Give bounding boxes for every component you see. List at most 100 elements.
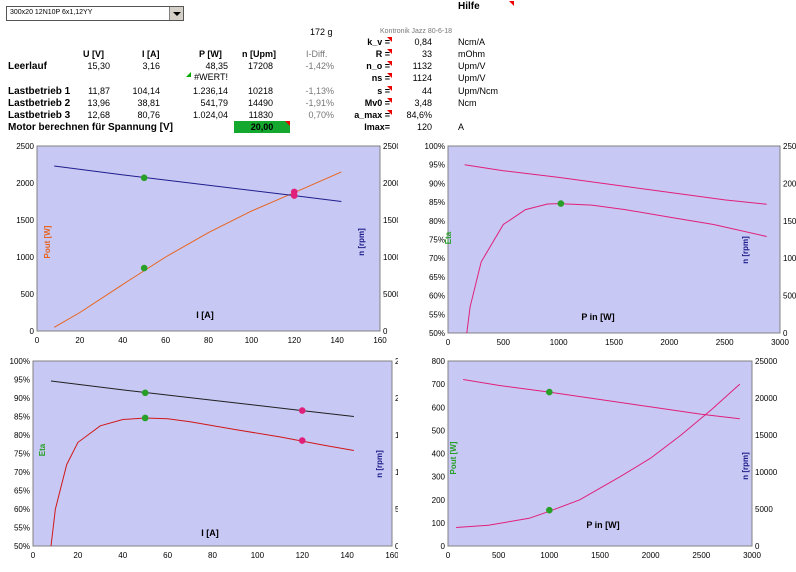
data-point [140,264,148,272]
comment-marker-icon [387,110,392,115]
y2-tick-label: 10000 [755,468,778,477]
row-i: 104,14 [132,86,160,96]
y-tick-label: 55% [14,524,30,533]
motor-select-dropdown[interactable]: 300x20 12N10P 6x1,12YY [6,6,184,21]
comment-marker-icon [387,37,392,42]
x-tick-label: 60 [163,551,172,560]
y2-tick-label: 0 [383,327,388,336]
data-point [298,437,306,444]
y2-tick-label: 25000 [395,357,398,366]
param-name: n_o = [366,61,390,71]
x-axis-label: I [A] [201,528,219,538]
header-n: n [Upm] [242,49,276,59]
row-n: 11830 [248,110,273,120]
y-tick-label: 700 [432,380,446,389]
chevron-down-icon[interactable] [169,7,183,20]
mass-value: 172 g [310,27,333,37]
y2-tick-label: 5000 [755,505,773,514]
chart-pin-pout-rpm: 0100200300400500600700800050001000015000… [432,357,778,560]
y-tick-label: 600 [432,403,446,412]
row-n: 14490 [247,98,273,108]
y-axis-label: Pout [W] [43,225,52,258]
param-value: 3,48 [414,98,432,108]
plot-area [32,360,393,547]
y-tick-label: 80% [14,431,30,440]
row-n: 10218 [247,86,273,96]
series-line-pout [53,171,342,328]
x-tick-label: 120 [296,551,310,560]
y-tick-label: 70% [14,468,30,477]
x-tick-label: 140 [330,336,344,345]
y-tick-label: 100 [432,519,446,528]
param-value: 44 [421,86,432,96]
row-u: 13,96 [87,98,110,108]
y-tick-label: 100% [10,357,30,366]
row-n: 17208 [247,61,273,71]
y2-tick-label: 15000 [783,217,796,226]
y2-tick-label: 0 [395,542,398,551]
x-tick-label: 2500 [716,338,734,347]
y2-tick-label: 0 [755,542,760,551]
y-tick-label: 2000 [16,179,34,188]
header-idiff: I-Diff. [306,49,328,59]
y-tick-label: 500 [21,290,35,299]
y-tick-label: 95% [14,376,30,385]
comment-marker-icon [387,61,392,66]
y2-tick-label: 20000 [783,179,796,188]
x-axis-label: P in [W] [581,312,614,322]
data-point [140,174,148,182]
param-value: 1124 [412,73,432,83]
y2-axis-label: n [rpm] [741,452,750,480]
x-tick-label: 160 [373,336,387,345]
row-p: 1.236,14 [192,86,228,96]
y2-tick-label: 0 [783,329,788,338]
series-line-n [54,165,342,202]
x-tick-label: 1000 [540,551,558,560]
voltage-input[interactable]: 20,00 [234,121,290,133]
comment-marker-icon [285,121,290,126]
param-unit: mOhm [458,49,485,59]
row-diff: 0,70% [308,110,334,120]
x-tick-label: 140 [340,551,354,560]
series-line-pout [456,383,741,528]
row-label: Leerlauf [8,61,47,72]
y-tick-label: 300 [432,473,446,482]
series-line-n [50,380,354,417]
y2-axis-label: n [rpm] [375,450,384,478]
x-tick-label: 500 [492,551,506,560]
x-tick-label: 2000 [642,551,660,560]
motor-voltage-label: Motor berechnen für Spannung [V] [8,122,173,133]
param-name: k_v = [367,37,390,47]
comment-marker-icon [387,86,392,91]
y2-tick-label: 15000 [383,216,398,225]
x-tick-label: 120 [288,336,302,345]
x-tick-label: 100 [251,551,265,560]
x-axis-label: P in [W] [586,520,619,530]
y-tick-label: 65% [14,487,30,496]
y2-tick-label: 20000 [395,394,398,403]
y-tick-label: 75% [14,450,30,459]
y-tick-label: 70% [429,254,445,263]
x-tick-label: 3000 [771,338,789,347]
row-u: 11,87 [88,86,110,96]
x-tick-label: 3000 [743,551,761,560]
y-tick-label: 0 [30,327,35,336]
series-line-n [463,379,740,420]
param-unit: Ncm [458,98,477,108]
y-tick-label: 55% [429,310,445,319]
help-link[interactable]: Hilfe [458,1,480,12]
comment-marker-icon [387,73,392,78]
row-p: 541,79 [200,98,228,108]
x-tick-label: 40 [118,551,127,560]
x-tick-label: 20 [73,551,82,560]
y2-tick-label: 25000 [755,357,778,366]
y-tick-label: 90% [14,394,30,403]
y2-tick-label: 25000 [783,142,796,151]
y-tick-label: 800 [432,357,446,366]
param-name: ns = [371,73,390,83]
y2-tick-label: 25000 [383,142,398,151]
data-point [141,389,149,397]
y-tick-label: 60% [14,505,30,514]
param-name: a_max = [354,110,390,120]
x-tick-label: 1500 [591,551,609,560]
